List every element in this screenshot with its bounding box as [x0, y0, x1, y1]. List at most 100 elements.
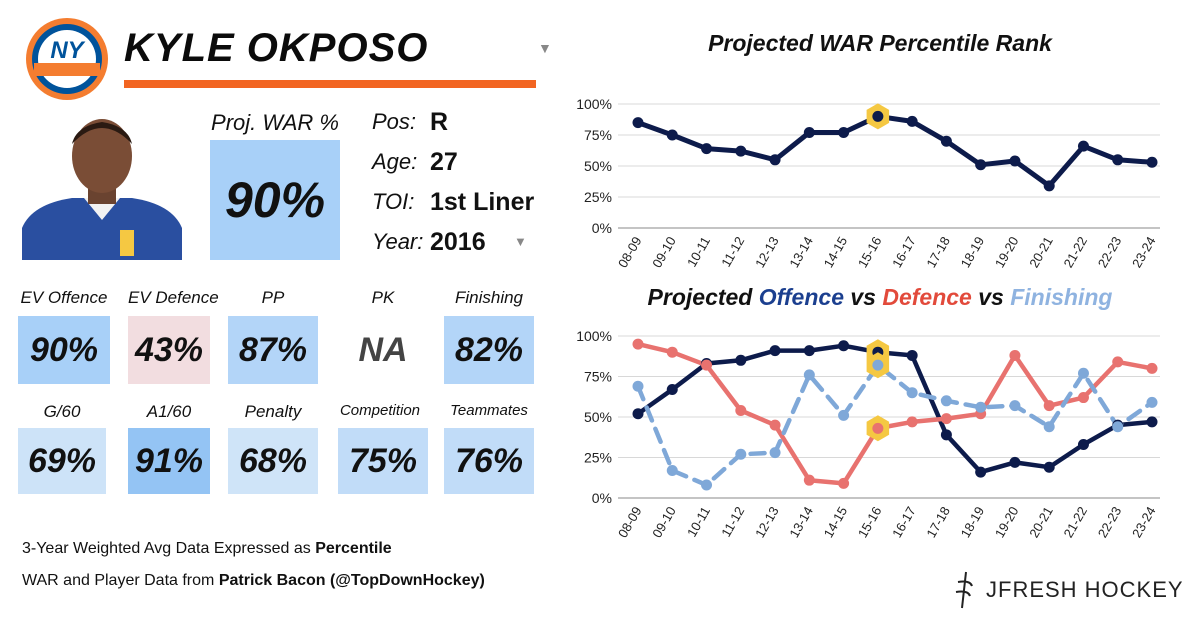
data-point-war	[1009, 155, 1021, 167]
data-point-offence	[1009, 456, 1021, 468]
footnote-line-2: WAR and Player Data from Patrick Bacon (…	[22, 572, 485, 590]
footnote-text: 3-Year Weighted Avg Data Expressed as	[22, 540, 316, 557]
stat-value-g60: 69%	[18, 428, 106, 494]
x-tick-label: 19-20	[992, 504, 1022, 540]
stat-label-ev-offence: EV Offence	[20, 288, 108, 307]
y-tick-label: 50%	[584, 409, 612, 425]
x-tick-label: 17-18	[923, 504, 953, 540]
stat-label-g60: G/60	[43, 402, 81, 421]
y-tick-label: 75%	[584, 369, 612, 385]
info-value: 2016	[430, 227, 486, 256]
y-tick-label: 0%	[592, 490, 612, 506]
x-tick-label: 17-18	[923, 234, 953, 270]
info-key: TOI:	[372, 189, 415, 214]
x-tick-label: 11-12	[718, 504, 747, 539]
war-value: 90%	[210, 140, 340, 260]
data-point-war	[940, 135, 952, 147]
chart2-title-part: Projected	[647, 284, 759, 310]
data-point-offence	[975, 466, 987, 478]
info-key: Year:	[372, 229, 424, 254]
player-headshot	[22, 108, 182, 260]
info-key: Pos:	[372, 109, 417, 134]
data-point-finishing	[906, 387, 918, 399]
data-point-war	[769, 154, 781, 166]
data-point-defence	[632, 338, 644, 350]
stat-label-penalty: Penalty	[244, 402, 302, 421]
y-tick-label: 100%	[576, 328, 612, 344]
footnote-line-1: 3-Year Weighted Avg Data Expressed as Pe…	[22, 540, 392, 558]
data-point-defence	[872, 422, 884, 434]
x-tick-label: 23-24	[1129, 234, 1159, 270]
data-point-defence	[1043, 400, 1055, 412]
stat-value-teammates: 76%	[444, 428, 534, 494]
stat-label-finishing: Finishing	[454, 288, 524, 307]
data-point-defence	[940, 413, 952, 425]
chart1-title: Projected WAR Percentile Rank	[708, 30, 1052, 56]
stat-label-pp: PP	[261, 288, 285, 307]
data-point-finishing	[1112, 421, 1124, 433]
y-tick-label: 25%	[584, 450, 612, 466]
x-tick-label: 22-23	[1095, 504, 1125, 540]
stat-value-a160: 91%	[128, 428, 210, 494]
x-tick-label: 20-21	[1026, 234, 1056, 270]
footnote-emphasis: Patrick Bacon (@TopDownHockey)	[218, 572, 485, 589]
info-value: 1st Liner	[430, 187, 535, 216]
x-tick-label: 12-13	[752, 234, 782, 270]
info-value: R	[430, 107, 449, 136]
data-point-finishing	[872, 359, 884, 371]
x-tick-label: 15-16	[855, 504, 885, 540]
jfresh-logo-icon	[955, 571, 973, 609]
x-tick-label: 18-19	[958, 504, 988, 540]
war-percentile-chart: 0% 25% 50% 75% 100% 08-09 09-10 10-11 11-12 12-13…	[576, 96, 1160, 270]
x-tick-label: 14-15	[821, 504, 851, 540]
data-point-finishing	[769, 447, 781, 459]
stat-value-pk: NA	[338, 316, 428, 384]
data-point-war	[735, 145, 747, 157]
data-point-offence	[735, 354, 747, 366]
x-tick-label: 10-11	[684, 504, 713, 539]
x-tick-label: 11-12	[718, 234, 747, 269]
series-line-finishing	[635, 362, 1155, 488]
info-year[interactable]: Year: 2016	[372, 224, 542, 260]
data-point-war	[1146, 156, 1158, 168]
chart2-title-part: vs	[971, 284, 1011, 310]
stat-value-competition: 75%	[338, 428, 428, 494]
data-point-finishing	[803, 369, 815, 381]
data-point-finishing	[838, 409, 850, 421]
info-value: 27	[430, 147, 458, 176]
data-point-defence	[666, 346, 678, 358]
info-toi: TOI: 1st Liner	[372, 184, 542, 220]
y-tick-label: 100%	[576, 96, 612, 112]
y-tick-label: 25%	[584, 189, 612, 205]
data-point-offence	[838, 340, 850, 352]
data-point-offence	[803, 345, 815, 357]
data-point-offence	[1077, 439, 1089, 451]
stat-value-penalty: 68%	[228, 428, 318, 494]
data-point-finishing	[975, 401, 987, 413]
data-point-finishing	[1043, 421, 1055, 433]
player-dropdown-icon[interactable]: ▼	[538, 40, 552, 56]
stat-value-finishing: 82%	[444, 316, 534, 384]
y-tick-label: 50%	[584, 158, 612, 174]
data-point-finishing	[1146, 396, 1158, 408]
x-tick-label: 08-09	[615, 504, 645, 540]
x-tick-label: 16-17	[889, 234, 919, 270]
x-tick-label: 09-10	[649, 504, 679, 540]
data-point-finishing	[940, 395, 952, 407]
year-dropdown-icon[interactable]: ▼	[514, 234, 527, 249]
x-tick-label: 08-09	[615, 234, 645, 270]
series-line-defence	[635, 341, 1155, 486]
data-point-finishing	[735, 448, 747, 460]
x-tick-label: 09-10	[649, 234, 679, 270]
data-point-offence	[666, 383, 678, 395]
data-point-war	[872, 110, 884, 122]
data-point-offence	[769, 345, 781, 357]
data-point-war	[838, 127, 850, 139]
stat-label-a160: A1/60	[146, 402, 192, 421]
data-point-defence	[735, 405, 747, 417]
data-point-war	[632, 117, 644, 129]
stat-value-ev-defence: 43%	[128, 316, 210, 384]
data-point-offence	[1043, 461, 1055, 473]
info-pos: Pos: R	[372, 104, 542, 140]
name-underline	[124, 80, 536, 88]
